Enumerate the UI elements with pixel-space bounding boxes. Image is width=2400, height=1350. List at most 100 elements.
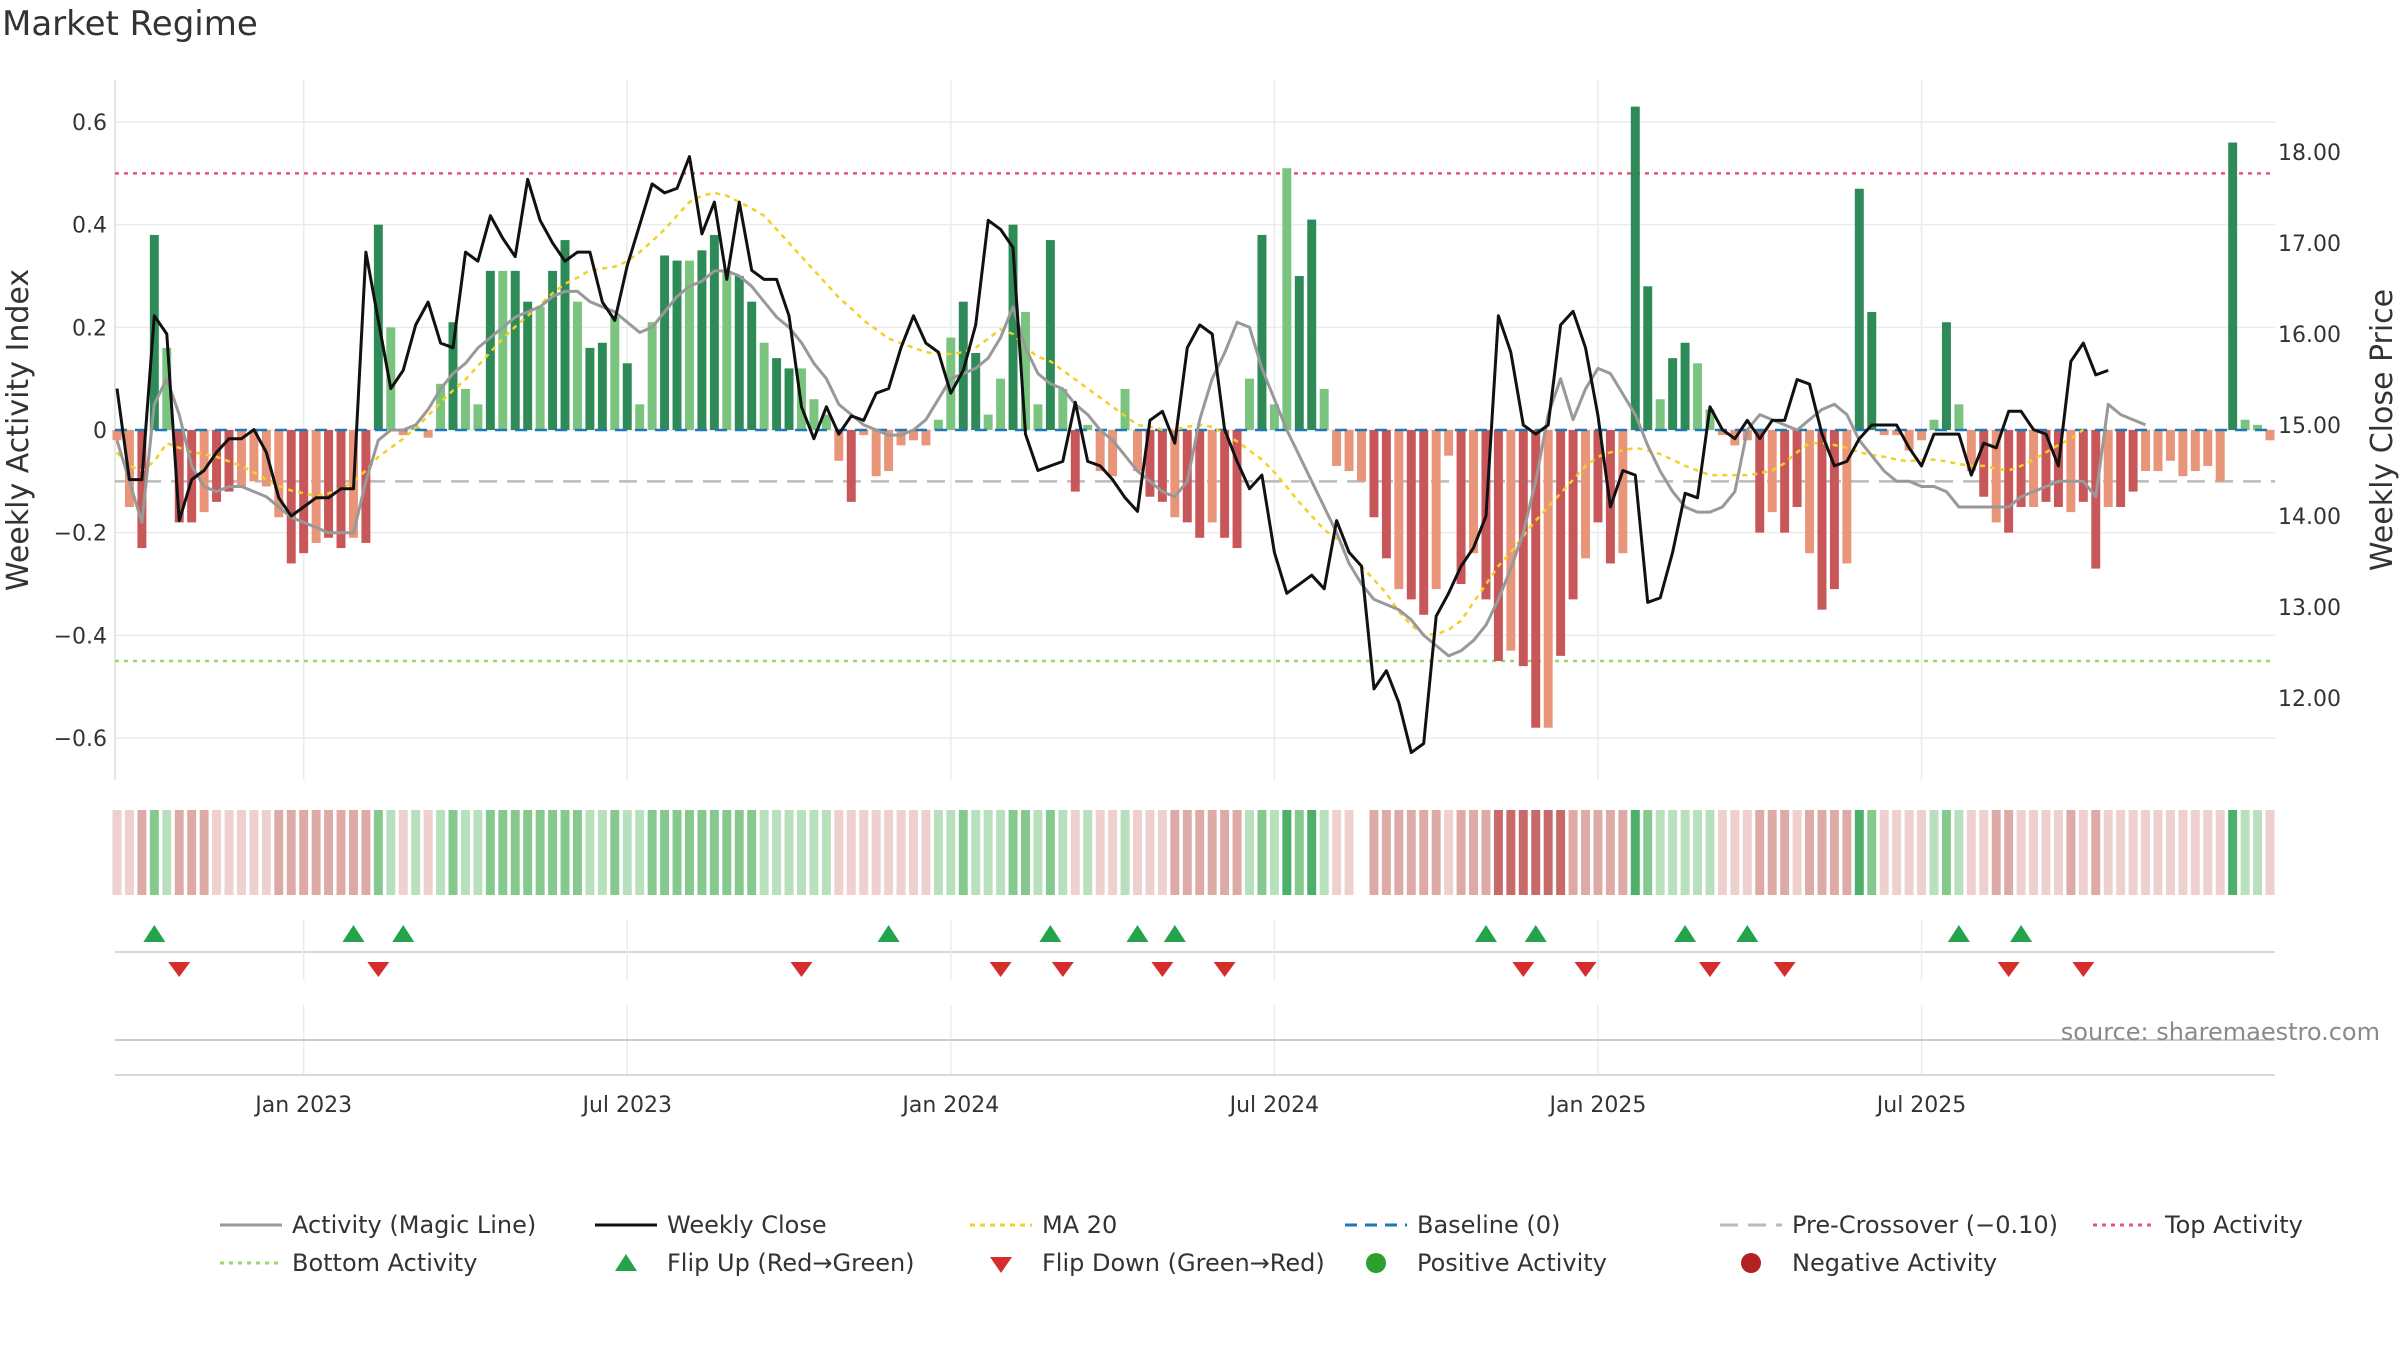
y-tick-label-left: 0.4 [72, 214, 107, 239]
regime-strip-cell [1531, 810, 1541, 895]
regime-strip-cell [1705, 810, 1715, 895]
activity-bar [572, 301, 582, 430]
regime-strip-cell [2016, 810, 2026, 895]
regime-strip-cell [1344, 810, 1354, 895]
y-tick-label-right: 16.00 [2278, 323, 2341, 348]
activity-bar [1157, 430, 1167, 502]
regime-strip-cell [983, 810, 993, 895]
activity-bar [1269, 404, 1279, 430]
activity-bar [1966, 430, 1976, 472]
activity-bar [1568, 430, 1578, 600]
regime-strip-cell [1095, 810, 1105, 895]
activity-bar [1780, 430, 1790, 533]
legend-label-negative: Negative Activity [1792, 1249, 1997, 1277]
flip-up-marker [1736, 925, 1759, 942]
regime-strip-cell [2153, 810, 2163, 895]
activity-bar [2141, 430, 2151, 472]
activity-bar [1220, 430, 1230, 538]
flip-down-marker [1698, 962, 1721, 977]
activity-bar [1581, 430, 1591, 559]
regime-strip-cell [1145, 810, 1155, 895]
activity-bar [2253, 424, 2263, 430]
regime-strip-cell [1892, 810, 1902, 895]
y-tick-label-right: 18.00 [2278, 141, 2341, 166]
activity-bar [722, 270, 732, 430]
regime-strip-cell [124, 810, 134, 895]
flip-down-marker [168, 962, 191, 977]
activity-bar [1406, 430, 1416, 600]
regime-strip-cell [386, 810, 396, 895]
legend-label-bottom: Bottom Activity [292, 1249, 477, 1277]
activity-bar [933, 419, 943, 430]
activity-bar [324, 430, 334, 538]
regime-strip-cell [572, 810, 582, 895]
legend-label-baseline: Baseline (0) [1417, 1211, 1560, 1239]
regime-strip-cell [734, 810, 744, 895]
regime-strip-cell [2215, 810, 2225, 895]
regime-strip-cell [1207, 810, 1217, 895]
regime-strip-cell [1319, 810, 1329, 895]
regime-strip-cell [1419, 810, 1429, 895]
regime-strip-cell [162, 810, 172, 895]
activity-bar [1705, 409, 1715, 430]
regime-strip-cell [1045, 810, 1055, 895]
regime-strip-cell [1182, 810, 1192, 895]
regime-strip-cell [796, 810, 806, 895]
regime-strip-cell [1406, 810, 1416, 895]
x-tick-label: Jul 2025 [1875, 1093, 1967, 1118]
regime-strip-cell [311, 810, 321, 895]
regime-strip-cell [1904, 810, 1914, 895]
regime-strip-cell [1730, 810, 1740, 895]
regime-strip-cell [1643, 810, 1653, 895]
activity-bar [1394, 430, 1404, 590]
activity-bar [2215, 430, 2225, 482]
activity-bar [398, 430, 408, 436]
regime-strip-cell [2078, 810, 2088, 895]
regime-strip-cell [1680, 810, 1690, 895]
regime-strip-cell [423, 810, 433, 895]
regime-strip-cell [336, 810, 346, 895]
activity-bar [1344, 430, 1354, 472]
regime-strip-cell [2240, 810, 2250, 895]
regime-strip-cell [1381, 810, 1391, 895]
regime-strip-cell [137, 810, 147, 895]
regime-strip-cell [187, 810, 197, 895]
y-tick-label-right: 15.00 [2278, 414, 2341, 439]
regime-strip-cell [1917, 810, 1927, 895]
regime-strip-cell [324, 810, 334, 895]
regime-strip-cell [1245, 810, 1254, 895]
activity-bar [921, 430, 931, 446]
regime-strip-cell [299, 810, 309, 895]
activity-bar [697, 250, 707, 430]
regime-strip-cell [585, 810, 595, 895]
regime-strip-cell [1133, 810, 1142, 895]
legend-label-ma20: MA 20 [1042, 1211, 1117, 1239]
activity-bar [1232, 430, 1242, 549]
regime-strip-cell [896, 810, 906, 895]
regime-strip-cell [274, 810, 284, 895]
ma20-line [116, 191, 2085, 636]
regime-strip-cell [871, 810, 881, 895]
regime-strip-cell [1157, 810, 1167, 895]
activity-bar [1133, 430, 1142, 472]
activity-bar [1717, 430, 1727, 436]
regime-strip-cell [1456, 810, 1466, 895]
activity-bar [560, 240, 570, 430]
activity-bar [1668, 358, 1678, 430]
activity-bar [734, 276, 744, 430]
activity-bar [1058, 388, 1068, 430]
regime-strip-cell [1767, 810, 1777, 895]
flip-down-marker [1512, 962, 1535, 977]
regime-strip-cell [1842, 810, 1852, 895]
regime-strip-cell [2165, 810, 2175, 895]
activity-bar [2004, 430, 2014, 533]
regime-strip-cell [996, 810, 1006, 895]
regime-strip-cell [1817, 810, 1827, 895]
activity-bar [423, 430, 433, 438]
activity-bar [2128, 430, 2138, 492]
activity-bar [1045, 240, 1055, 430]
regime-strip-cell [834, 810, 844, 895]
regime-strip-cell [809, 810, 819, 895]
activity-bar [1879, 430, 1889, 436]
activity-bar [1294, 276, 1304, 430]
